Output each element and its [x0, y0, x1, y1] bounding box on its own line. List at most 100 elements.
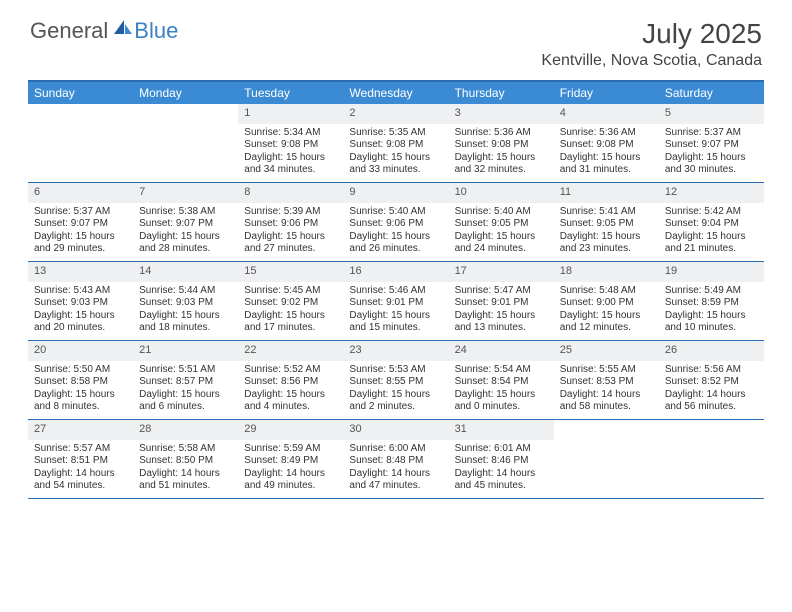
cell-line: Sunrise: 6:01 AM [455, 443, 548, 456]
calendar: Sunday Monday Tuesday Wednesday Thursday… [28, 80, 764, 499]
day-header: Sunday [28, 82, 133, 104]
calendar-cell: 17Sunrise: 5:47 AMSunset: 9:01 PMDayligh… [449, 262, 554, 340]
cell-body: Sunrise: 5:56 AMSunset: 8:52 PMDaylight:… [659, 361, 764, 418]
cell-line: Sunrise: 5:40 AM [349, 206, 442, 219]
day-number: 20 [28, 341, 133, 361]
day-number: 2 [343, 104, 448, 124]
cell-line: Daylight: 14 hours and 51 minutes. [139, 468, 232, 493]
cell-line: Sunset: 9:08 PM [349, 139, 442, 152]
cell-line: Sunset: 8:46 PM [455, 455, 548, 468]
cell-line: Daylight: 14 hours and 54 minutes. [34, 468, 127, 493]
cell-body: Sunrise: 5:50 AMSunset: 8:58 PMDaylight:… [28, 361, 133, 418]
cell-line: Sunset: 8:48 PM [349, 455, 442, 468]
cell-line: Daylight: 15 hours and 30 minutes. [665, 152, 758, 177]
cell-body: Sunrise: 5:40 AMSunset: 9:05 PMDaylight:… [449, 203, 554, 260]
calendar-cell: 3Sunrise: 5:36 AMSunset: 9:08 PMDaylight… [449, 104, 554, 182]
cell-line: Sunrise: 5:51 AM [139, 364, 232, 377]
calendar-cell: 4Sunrise: 5:36 AMSunset: 9:08 PMDaylight… [554, 104, 659, 182]
day-header: Saturday [659, 82, 764, 104]
day-number: 14 [133, 262, 238, 282]
cell-body: Sunrise: 5:52 AMSunset: 8:56 PMDaylight:… [238, 361, 343, 418]
cell-body: Sunrise: 5:44 AMSunset: 9:03 PMDaylight:… [133, 282, 238, 339]
cell-body: Sunrise: 5:35 AMSunset: 9:08 PMDaylight:… [343, 124, 448, 181]
calendar-cell: 29Sunrise: 5:59 AMSunset: 8:49 PMDayligh… [238, 420, 343, 498]
cell-body: Sunrise: 5:53 AMSunset: 8:55 PMDaylight:… [343, 361, 448, 418]
day-number: 25 [554, 341, 659, 361]
cell-body: Sunrise: 5:38 AMSunset: 9:07 PMDaylight:… [133, 203, 238, 260]
day-number: 7 [133, 183, 238, 203]
title-block: July 2025 Kentville, Nova Scotia, Canada [541, 18, 762, 70]
calendar-cell: 11Sunrise: 5:41 AMSunset: 9:05 PMDayligh… [554, 183, 659, 261]
calendar-cell: 6Sunrise: 5:37 AMSunset: 9:07 PMDaylight… [28, 183, 133, 261]
calendar-cell: 15Sunrise: 5:45 AMSunset: 9:02 PMDayligh… [238, 262, 343, 340]
cell-line: Sunrise: 5:36 AM [560, 127, 653, 140]
cell-line: Sunrise: 5:45 AM [244, 285, 337, 298]
calendar-cell: 19Sunrise: 5:49 AMSunset: 8:59 PMDayligh… [659, 262, 764, 340]
cell-line: Sunset: 9:08 PM [560, 139, 653, 152]
cell-line: Sunrise: 5:40 AM [455, 206, 548, 219]
day-number: 13 [28, 262, 133, 282]
cell-line: Daylight: 15 hours and 33 minutes. [349, 152, 442, 177]
cell-line: Sunset: 9:06 PM [349, 218, 442, 231]
cell-line: Sunset: 9:07 PM [139, 218, 232, 231]
cell-body: Sunrise: 5:40 AMSunset: 9:06 PMDaylight:… [343, 203, 448, 260]
cell-line: Sunset: 8:51 PM [34, 455, 127, 468]
cell-line: Sunset: 8:58 PM [34, 376, 127, 389]
cell-body: Sunrise: 5:59 AMSunset: 8:49 PMDaylight:… [238, 440, 343, 497]
header: General Blue July 2025 Kentville, Nova S… [0, 0, 792, 74]
day-number: 22 [238, 341, 343, 361]
cell-body: Sunrise: 5:37 AMSunset: 9:07 PMDaylight:… [659, 124, 764, 181]
cell-body: Sunrise: 5:55 AMSunset: 8:53 PMDaylight:… [554, 361, 659, 418]
cell-line: Sunrise: 5:47 AM [455, 285, 548, 298]
day-number: 24 [449, 341, 554, 361]
cell-line: Sunset: 9:00 PM [560, 297, 653, 310]
cell-line: Sunset: 9:08 PM [455, 139, 548, 152]
cell-line: Sunrise: 5:49 AM [665, 285, 758, 298]
cell-line: Sunrise: 5:43 AM [34, 285, 127, 298]
cell-line: Sunrise: 5:50 AM [34, 364, 127, 377]
cell-line: Sunrise: 5:42 AM [665, 206, 758, 219]
calendar-cell [28, 104, 133, 182]
day-number: 5 [659, 104, 764, 124]
cell-line: Sunrise: 5:37 AM [665, 127, 758, 140]
calendar-cell: 8Sunrise: 5:39 AMSunset: 9:06 PMDaylight… [238, 183, 343, 261]
calendar-cell: 16Sunrise: 5:46 AMSunset: 9:01 PMDayligh… [343, 262, 448, 340]
day-number: 23 [343, 341, 448, 361]
day-number: 15 [238, 262, 343, 282]
calendar-cell [133, 104, 238, 182]
cell-body: Sunrise: 5:36 AMSunset: 9:08 PMDaylight:… [554, 124, 659, 181]
cell-line: Sunrise: 5:34 AM [244, 127, 337, 140]
day-number: 18 [554, 262, 659, 282]
cell-line: Sunset: 9:03 PM [139, 297, 232, 310]
cell-line: Daylight: 14 hours and 47 minutes. [349, 468, 442, 493]
calendar-cell: 13Sunrise: 5:43 AMSunset: 9:03 PMDayligh… [28, 262, 133, 340]
week-row: 1Sunrise: 5:34 AMSunset: 9:08 PMDaylight… [28, 104, 764, 183]
cell-line: Sunset: 8:50 PM [139, 455, 232, 468]
day-header: Monday [133, 82, 238, 104]
cell-line: Sunset: 8:56 PM [244, 376, 337, 389]
cell-body [554, 426, 659, 433]
cell-body: Sunrise: 5:42 AMSunset: 9:04 PMDaylight:… [659, 203, 764, 260]
day-number: 4 [554, 104, 659, 124]
cell-line: Sunrise: 6:00 AM [349, 443, 442, 456]
cell-body: Sunrise: 5:41 AMSunset: 9:05 PMDaylight:… [554, 203, 659, 260]
cell-line: Sunrise: 5:44 AM [139, 285, 232, 298]
calendar-cell: 20Sunrise: 5:50 AMSunset: 8:58 PMDayligh… [28, 341, 133, 419]
cell-line: Daylight: 15 hours and 4 minutes. [244, 389, 337, 414]
cell-line: Sunrise: 5:35 AM [349, 127, 442, 140]
cell-line: Sunset: 9:07 PM [34, 218, 127, 231]
calendar-cell: 22Sunrise: 5:52 AMSunset: 8:56 PMDayligh… [238, 341, 343, 419]
location: Kentville, Nova Scotia, Canada [541, 52, 762, 70]
logo: General Blue [30, 18, 178, 44]
cell-body: Sunrise: 5:57 AMSunset: 8:51 PMDaylight:… [28, 440, 133, 497]
cell-line: Sunrise: 5:38 AM [139, 206, 232, 219]
calendar-cell: 5Sunrise: 5:37 AMSunset: 9:07 PMDaylight… [659, 104, 764, 182]
logo-text-blue: Blue [134, 18, 178, 44]
cell-body: Sunrise: 6:00 AMSunset: 8:48 PMDaylight:… [343, 440, 448, 497]
cell-line: Sunrise: 5:52 AM [244, 364, 337, 377]
cell-line: Sunset: 9:03 PM [34, 297, 127, 310]
calendar-cell: 25Sunrise: 5:55 AMSunset: 8:53 PMDayligh… [554, 341, 659, 419]
day-number: 21 [133, 341, 238, 361]
cell-line: Daylight: 14 hours and 58 minutes. [560, 389, 653, 414]
cell-line: Daylight: 15 hours and 15 minutes. [349, 310, 442, 335]
